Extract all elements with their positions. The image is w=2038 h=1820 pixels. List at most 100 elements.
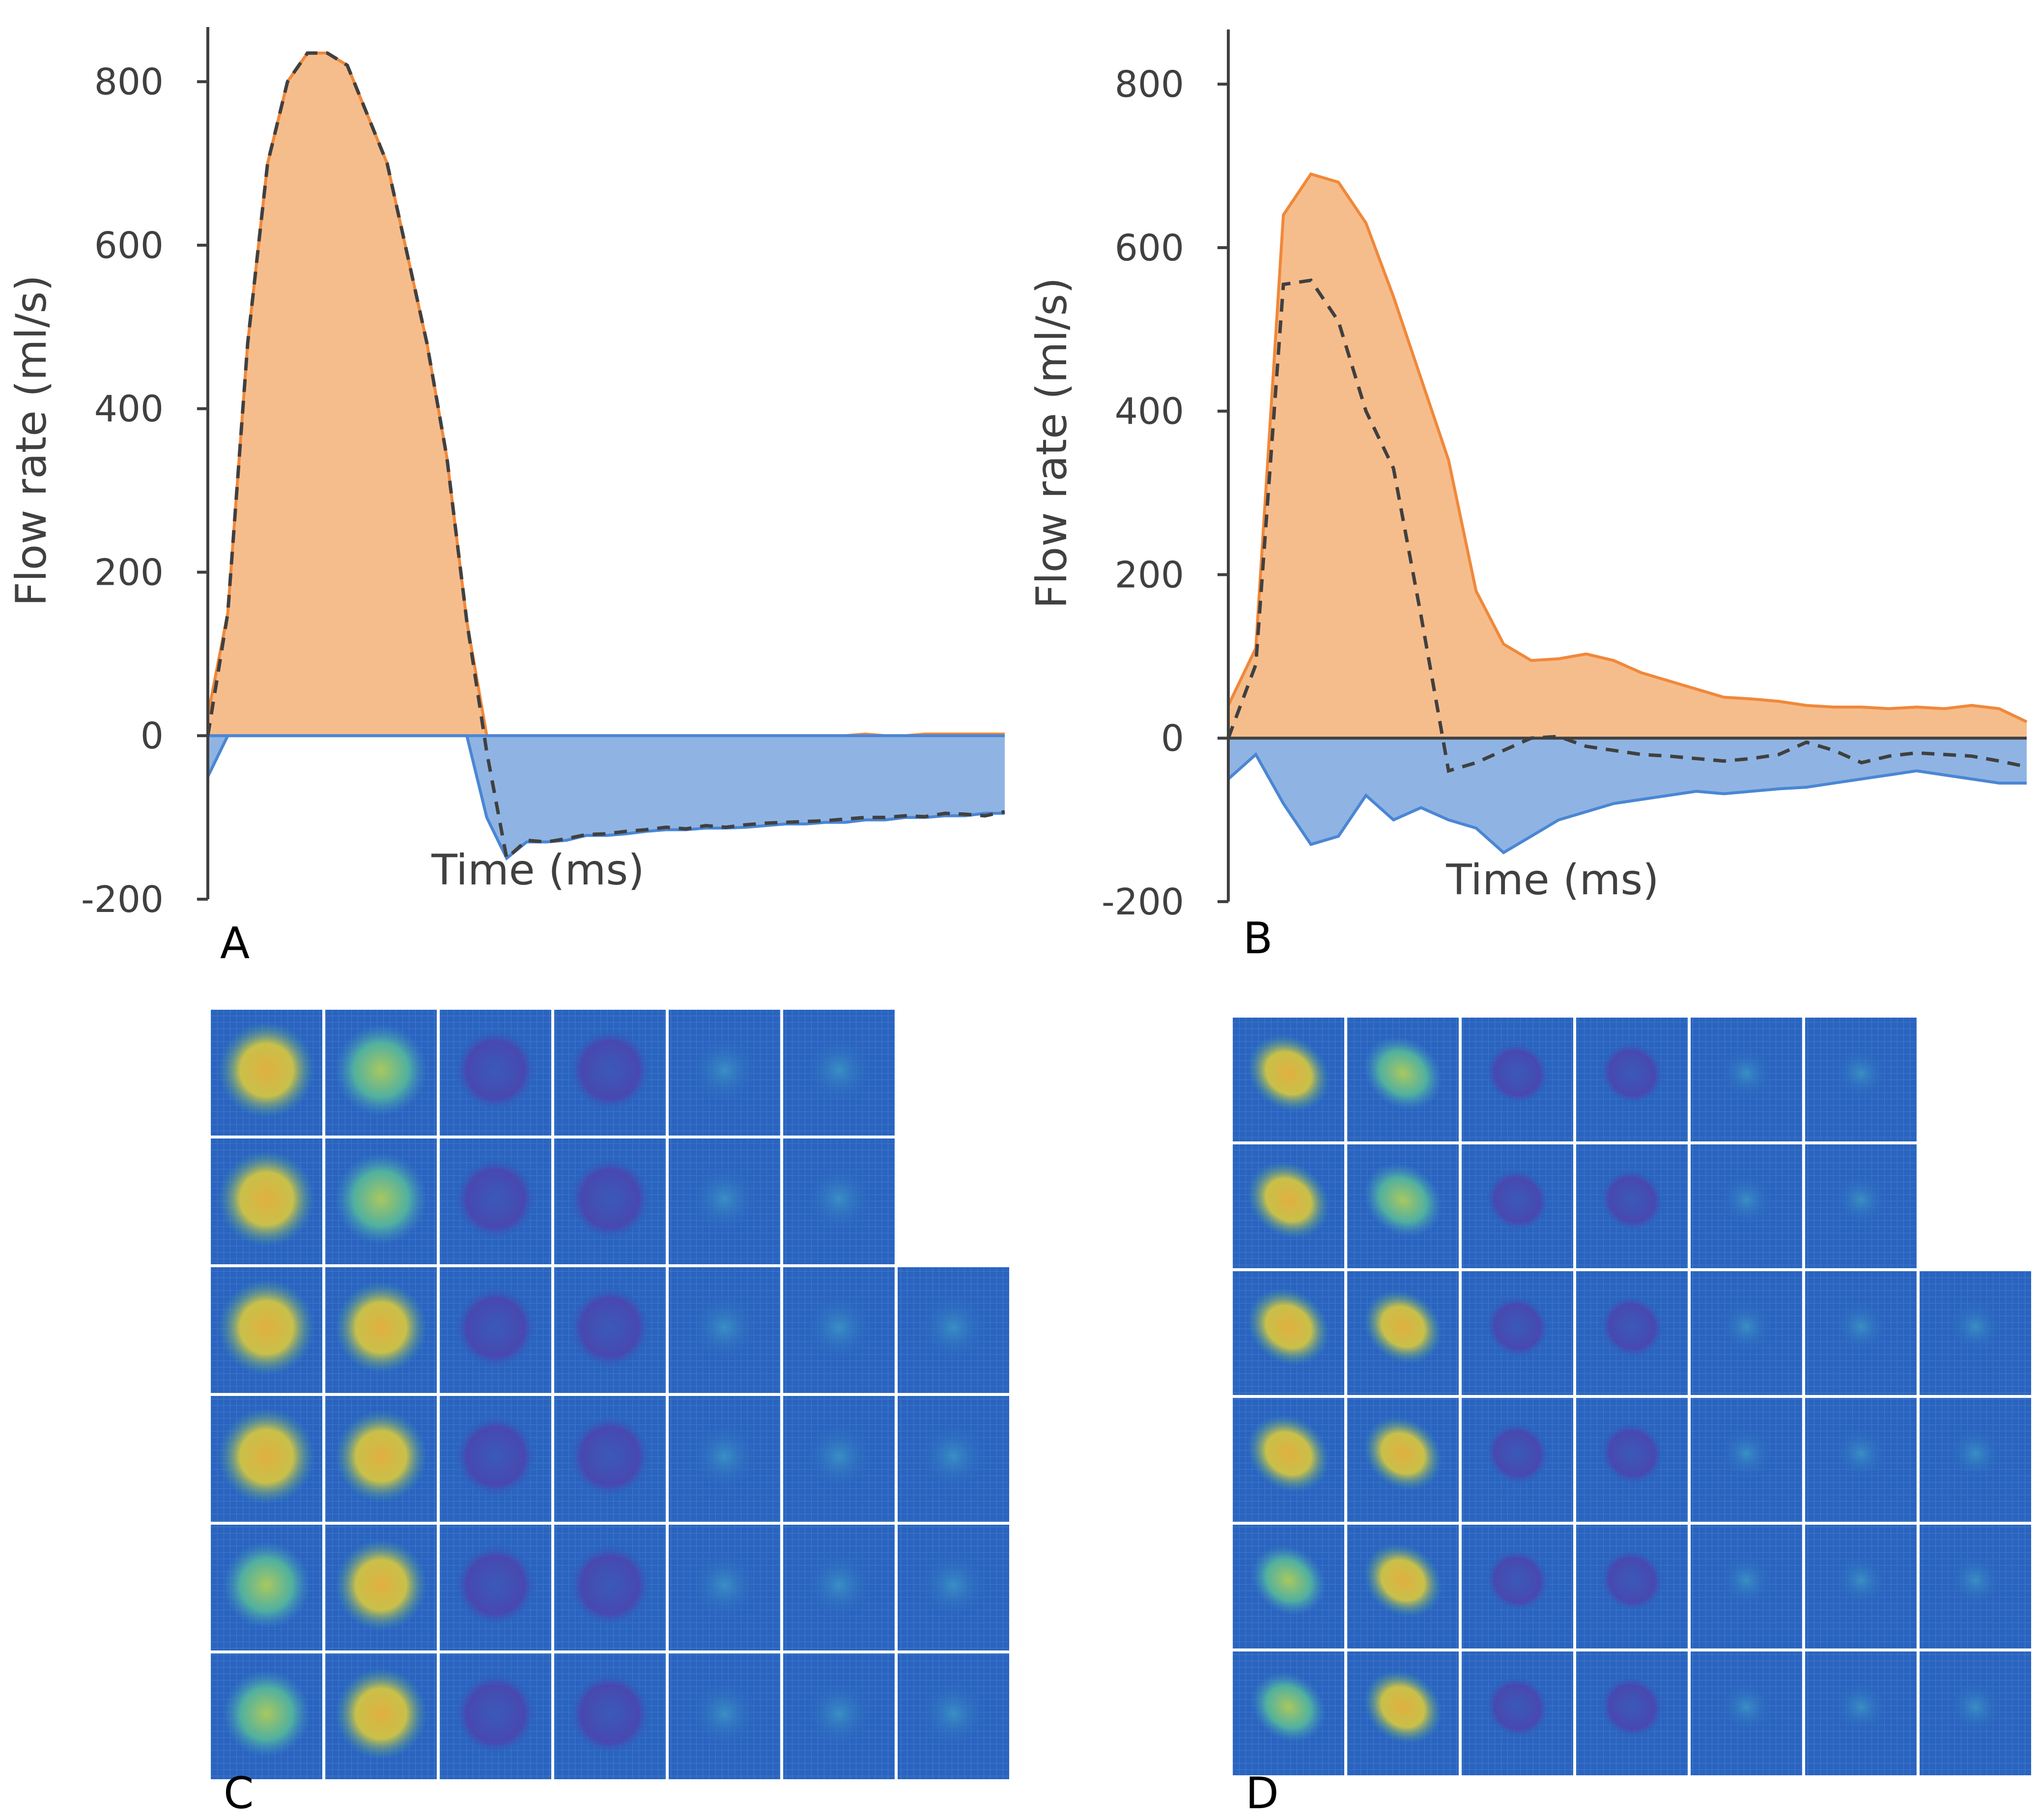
heatmap-cell (1573, 1395, 1691, 1525)
heatmap-cell (1688, 1268, 1805, 1398)
heatmap-cell (895, 1650, 1012, 1782)
heatmap-cell (780, 1136, 898, 1267)
heatmap-cell (1230, 1649, 1347, 1778)
panel-label-c: C (224, 1768, 254, 1819)
heatmap-cell (208, 1522, 325, 1653)
forward-flow-area (1228, 174, 2027, 739)
heatmap-cell (1459, 1522, 1576, 1651)
heatmap-cell (1230, 1141, 1347, 1271)
heatmap-cell (322, 1522, 440, 1653)
y-tick-label: 200 (94, 551, 164, 594)
chart-a: 800 600 400 200 0 -200 Flow rate (ml/s) Time (m… (7, 27, 1005, 921)
heatmap-cell (666, 1136, 783, 1267)
heatmap-cell (1573, 1522, 1691, 1651)
backward-flow-area (208, 736, 1005, 858)
heatmap-cell (551, 1393, 669, 1525)
heatmap-cell (1573, 1015, 1691, 1144)
heatmap-cell (1688, 1649, 1805, 1778)
heatmap-cell (551, 1007, 669, 1138)
heatmap-cell (437, 1136, 554, 1267)
heatmap-cell (895, 1522, 1012, 1653)
backward-flow-area (1228, 738, 2027, 853)
heatmap-cell (1802, 1649, 1920, 1778)
heatmap-cell (1802, 1522, 1920, 1651)
heatmap-cell (666, 1650, 783, 1782)
heatmap-cell (1344, 1395, 1462, 1525)
heatmap-cell (1230, 1268, 1347, 1398)
heatmap-cell (1230, 1522, 1347, 1651)
heatmap-cell (1688, 1141, 1805, 1271)
heatmap-cell (1573, 1649, 1691, 1778)
heatmap-cell (322, 1264, 440, 1396)
heatmap-cell (1917, 1268, 2034, 1398)
heatmap-cell (1688, 1015, 1805, 1144)
heatmap-cell (322, 1136, 440, 1267)
heatmap-cell (437, 1650, 554, 1782)
heatmap-d (1230, 1015, 2034, 1778)
heatmap-cell (208, 1393, 325, 1525)
y-axis-title: Flow rate (ml/s) (1027, 277, 1076, 608)
panel-label-b: B (1243, 913, 1273, 964)
y-tick-label: 600 (94, 225, 164, 267)
heatmap-cell (1802, 1015, 1920, 1144)
y-tick-label: -200 (1102, 881, 1184, 923)
heatmap-cell (208, 1650, 325, 1782)
heatmap-cell (1917, 1395, 2034, 1525)
heatmap-cell (1917, 1649, 2034, 1778)
heatmap-cell (666, 1007, 783, 1138)
heatmap-cell (780, 1393, 898, 1525)
heatmap-cell (322, 1007, 440, 1138)
y-tick-label: 800 (1115, 63, 1184, 106)
heatmap-cell (1459, 1268, 1576, 1398)
heatmap-cell (1917, 1522, 2034, 1651)
heatmap-cell (437, 1393, 554, 1525)
heatmap-cell (780, 1264, 898, 1396)
y-tick-label: 400 (1115, 391, 1184, 433)
heatmap-cell (1459, 1141, 1576, 1271)
panel-label-d: D (1245, 1768, 1279, 1819)
heatmap-cell (437, 1522, 554, 1653)
heatmap-cell (1802, 1395, 1920, 1525)
heatmap-cell (1344, 1015, 1462, 1144)
heatmap-cell (208, 1007, 325, 1138)
heatmap-cell (666, 1522, 783, 1653)
y-axis-title: Flow rate (ml/s) (7, 275, 56, 606)
panel-label-a: A (220, 918, 250, 968)
heatmap-cell (1688, 1395, 1805, 1525)
backward-flow-line (1227, 752, 2027, 854)
heatmap-cell (551, 1522, 669, 1653)
heatmap-cell (895, 1264, 1012, 1396)
heatmap-cell (1344, 1522, 1462, 1651)
y-tick-label: 0 (141, 715, 164, 757)
heatmap-cell (1230, 1395, 1347, 1525)
heatmap-cell (895, 1393, 1012, 1525)
net-flow-line (1226, 278, 2027, 773)
heatmap-cell (437, 1264, 554, 1396)
heatmap-cell (208, 1136, 325, 1267)
x-axis-title: Time (ms) (431, 846, 645, 895)
heatmap-cell (1802, 1141, 1920, 1271)
heatmap-cell (437, 1007, 554, 1138)
y-tick-label: 200 (1115, 554, 1184, 596)
y-tick-label: 400 (94, 388, 164, 430)
forward-flow-area (208, 53, 1005, 736)
y-tick-label: 600 (1115, 227, 1184, 269)
heatmap-cell (666, 1264, 783, 1396)
x-axis-title: Time (ms) (1445, 855, 1659, 905)
heatmap-cell (666, 1393, 783, 1525)
chart-b: 800 600 400 200 0 -200 Flow rate (ml/s) Time (m… (1027, 29, 2028, 923)
y-tick-label: -200 (81, 879, 164, 921)
heatmap-cell (780, 1650, 898, 1782)
heatmap-cell (1459, 1395, 1576, 1525)
heatmap-cell (1573, 1268, 1691, 1398)
y-tick-label: 0 (1161, 717, 1184, 760)
heatmap-cell (322, 1650, 440, 1782)
heatmap-cell (1459, 1015, 1576, 1144)
heatmap-cell (1459, 1649, 1576, 1778)
forward-flow-line (1227, 172, 2028, 723)
heatmap-cell (1230, 1015, 1347, 1144)
heatmap-cell (322, 1393, 440, 1525)
y-tick-label: 800 (94, 61, 164, 103)
heatmap-c (208, 1007, 1012, 1782)
